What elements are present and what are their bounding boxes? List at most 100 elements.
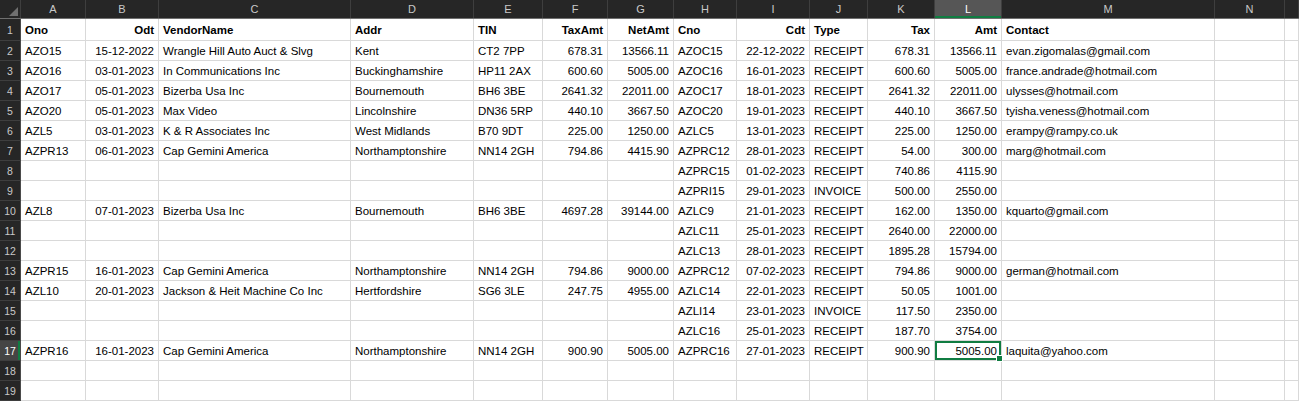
cell-B13[interactable]: 16-01-2023 [86,261,159,281]
row-header-19[interactable]: 19 [0,381,21,401]
cell-M16[interactable] [1002,321,1215,341]
cell-F13[interactable]: 794.86 [543,261,608,281]
cell-L13[interactable]: 9000.00 [935,261,1002,281]
column-header-overflow[interactable] [1285,0,1299,18]
cell-M2[interactable]: evan.zigomalas@gmail.com [1002,41,1215,61]
row-header-10[interactable]: 10 [0,201,21,221]
cell-C3[interactable]: In Communications Inc [159,61,351,81]
cell-I18[interactable] [737,361,810,381]
cell-L15[interactable]: 2350.00 [935,301,1002,321]
cell-J6[interactable]: RECEIPT [810,121,868,141]
cell-H17[interactable]: AZPRC16 [674,341,737,361]
cell-B7[interactable]: 06-01-2023 [86,141,159,161]
cell-D16[interactable] [351,321,474,341]
cell-D3[interactable]: Buckinghamshire [351,61,474,81]
cell-A15[interactable] [21,301,86,321]
cell-A12[interactable] [21,241,86,261]
cell-G5[interactable]: 3667.50 [608,101,674,121]
column-header-F[interactable]: F [543,0,608,18]
cell-I7[interactable]: 28-01-2023 [737,141,810,161]
row-header-13[interactable]: 13 [0,261,21,281]
cell-F19[interactable] [543,381,608,401]
cell-J3[interactable]: RECEIPT [810,61,868,81]
cell-overflow-14[interactable] [1285,281,1299,301]
cell-C11[interactable] [159,221,351,241]
cell-L3[interactable]: 5005.00 [935,61,1002,81]
column-header-C[interactable]: C [159,0,351,18]
cell-K12[interactable]: 1895.28 [868,241,935,261]
cell-A4[interactable]: AZO17 [21,81,86,101]
cell-L8[interactable]: 4115.90 [935,161,1002,181]
cell-N9[interactable] [1215,181,1285,201]
cell-D5[interactable]: Lincolnshire [351,101,474,121]
cell-C7[interactable]: Cap Gemini America [159,141,351,161]
column-header-I[interactable]: I [737,0,810,18]
cell-J7[interactable]: RECEIPT [810,141,868,161]
cell-I15[interactable]: 23-01-2023 [737,301,810,321]
cell-J14[interactable]: RECEIPT [810,281,868,301]
cell-H2[interactable]: AZOC15 [674,41,737,61]
cell-I14[interactable]: 22-01-2023 [737,281,810,301]
cell-K2[interactable]: 678.31 [868,41,935,61]
cell-I8[interactable]: 01-02-2023 [737,161,810,181]
cell-C17[interactable]: Cap Gemini America [159,341,351,361]
cell-I9[interactable]: 29-01-2023 [737,181,810,201]
cell-L16[interactable]: 3754.00 [935,321,1002,341]
cell-D4[interactable]: Bournemouth [351,81,474,101]
cell-F15[interactable] [543,301,608,321]
cell-B1[interactable]: Odt [86,19,159,41]
cell-C2[interactable]: Wrangle Hill Auto Auct & Slvg [159,41,351,61]
cell-B4[interactable]: 05-01-2023 [86,81,159,101]
cell-overflow-4[interactable] [1285,81,1299,101]
column-header-E[interactable]: E [474,0,543,18]
cell-I10[interactable]: 21-01-2023 [737,201,810,221]
row-header-7[interactable]: 7 [0,141,21,161]
cell-N17[interactable] [1215,341,1285,361]
cell-M15[interactable] [1002,301,1215,321]
column-header-D[interactable]: D [351,0,474,18]
cell-A7[interactable]: AZPR13 [21,141,86,161]
cell-B15[interactable] [86,301,159,321]
cell-overflow-11[interactable] [1285,221,1299,241]
cell-G6[interactable]: 1250.00 [608,121,674,141]
cell-E4[interactable]: BH6 3BE [474,81,543,101]
cell-C5[interactable]: Max Video [159,101,351,121]
cell-C18[interactable] [159,361,351,381]
cell-overflow-15[interactable] [1285,301,1299,321]
cell-K1[interactable]: Tax [868,19,935,41]
cell-H10[interactable]: AZLC9 [674,201,737,221]
cell-J12[interactable]: RECEIPT [810,241,868,261]
cell-N14[interactable] [1215,281,1285,301]
cell-A10[interactable]: AZL8 [21,201,86,221]
cell-H18[interactable] [674,361,737,381]
cell-M1[interactable]: Contact [1002,19,1215,41]
cell-I2[interactable]: 22-12-2022 [737,41,810,61]
cell-K17[interactable]: 900.90 [868,341,935,361]
cell-I17[interactable]: 27-01-2023 [737,341,810,361]
cell-K6[interactable]: 225.00 [868,121,935,141]
cell-A2[interactable]: AZO15 [21,41,86,61]
cell-H9[interactable]: AZPRI15 [674,181,737,201]
row-header-18[interactable]: 18 [0,361,21,381]
cell-C14[interactable]: Jackson & Heit Machine Co Inc [159,281,351,301]
cell-C1[interactable]: VendorName [159,19,351,41]
cell-G1[interactable]: NetAmt [608,19,674,41]
cell-G7[interactable]: 4415.90 [608,141,674,161]
cell-B18[interactable] [86,361,159,381]
column-header-L[interactable]: L [935,0,1002,18]
cell-G12[interactable] [608,241,674,261]
cell-L2[interactable]: 13566.11 [935,41,1002,61]
cell-J5[interactable]: RECEIPT [810,101,868,121]
cell-overflow-6[interactable] [1285,121,1299,141]
cell-A5[interactable]: AZO20 [21,101,86,121]
cell-M5[interactable]: tyisha.veness@hotmail.com [1002,101,1215,121]
cell-K5[interactable]: 440.10 [868,101,935,121]
cell-A19[interactable] [21,381,86,401]
cell-J1[interactable]: Type [810,19,868,41]
cell-overflow-9[interactable] [1285,181,1299,201]
cell-F8[interactable] [543,161,608,181]
cell-K11[interactable]: 2640.00 [868,221,935,241]
row-header-3[interactable]: 3 [0,61,21,81]
cell-L5[interactable]: 3667.50 [935,101,1002,121]
cell-E14[interactable]: SG6 3LE [474,281,543,301]
